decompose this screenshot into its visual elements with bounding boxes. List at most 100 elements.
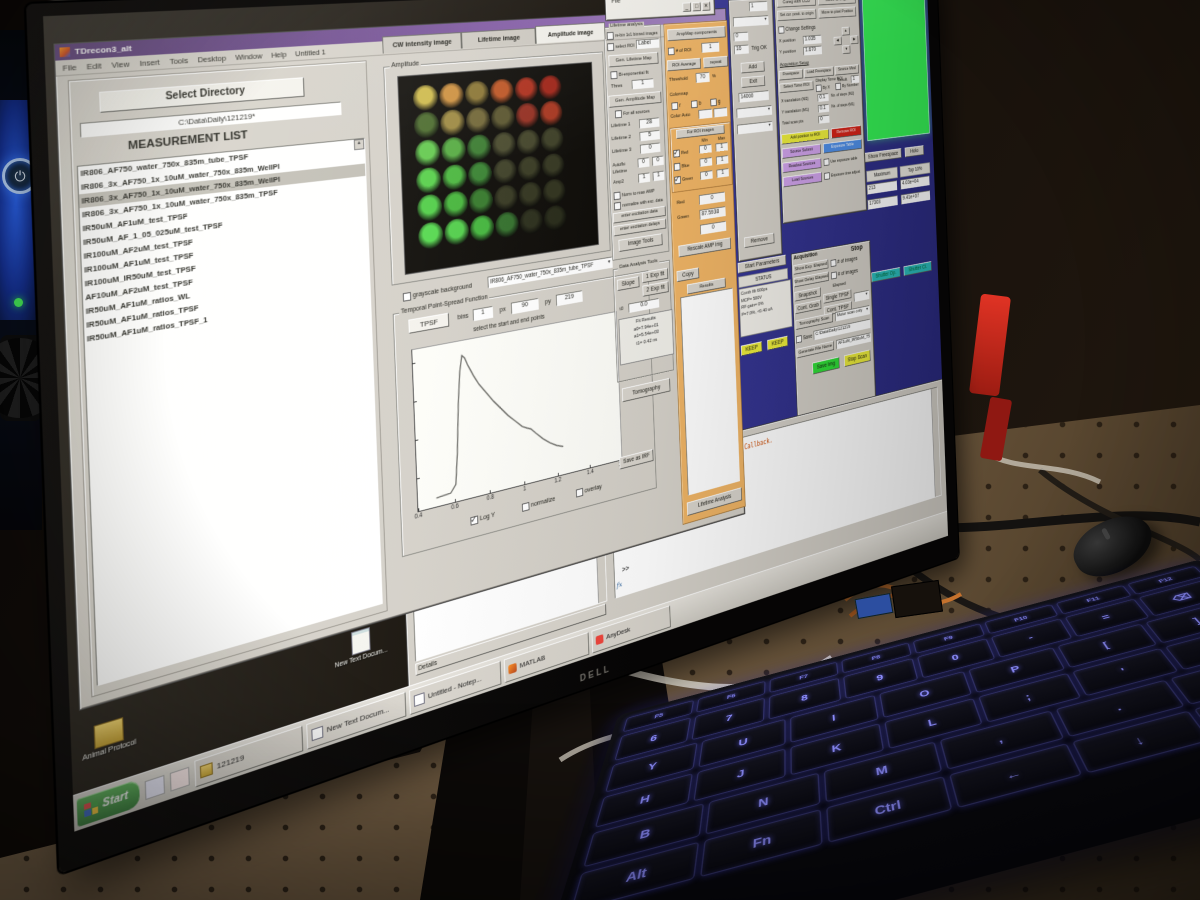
source-submit-button[interactable]: Source Submit [782,144,821,159]
start-button[interactable]: Start [77,779,140,827]
exposure-dropdown[interactable] [854,290,870,302]
y-translation-field[interactable]: 0.1 [818,104,829,113]
blue-max-field[interactable]: 1 [716,155,728,165]
menu-item-edit[interactable]: Edit [87,61,102,71]
menu-item-tools[interactable]: Tools [169,55,188,65]
source-dropdown-2[interactable] [736,105,772,118]
color-auto-field-2[interactable] [713,107,727,117]
green-min-field[interactable]: 0 [700,170,713,180]
shutter-open-button[interactable]: Shutter Op. [871,267,900,282]
thres-field[interactable]: 1 [632,78,654,89]
keep-button-2[interactable]: KEEP [767,336,788,351]
select-tomo-roi-button[interactable]: Select Tomo ROI [779,81,813,94]
colormap-b-checkbox[interactable]: b [691,100,701,108]
blue-checkbox[interactable]: Blue [674,162,690,171]
slope-button[interactable]: Slope [617,276,640,291]
threshold-field[interactable]: 70 [696,72,710,83]
remove-button[interactable]: Remove [744,233,774,248]
source-top-field[interactable]: 1 [749,1,768,12]
jog-down-button[interactable]: ▼ [842,45,850,54]
minimize-icon[interactable]: _ [682,2,691,12]
command-prompt[interactable]: >> [622,564,629,574]
exp2-fit-button[interactable]: 2 Exp fit [642,281,668,297]
add-position-roi-button[interactable]: Add position to ROI [781,129,829,145]
close-icon[interactable]: ✕ [702,1,711,10]
image-tools-button[interactable]: Image Tools [618,233,662,252]
menu-item-help[interactable]: Help [271,49,287,59]
roi-label-field[interactable]: Label [636,38,659,49]
y-position-field[interactable]: 1.670 [803,46,822,56]
stop-label[interactable]: Stop [851,244,863,254]
move-origin-button[interactable]: Move to origin [818,0,856,5]
for-all-sources-checkbox[interactable]: For all sources [615,107,650,118]
jog-left-button[interactable]: ◀ [834,36,842,45]
save-irf-button[interactable]: Save as IRF [619,449,653,470]
gen-amplitude-button[interactable]: Gen. Amplitude Map [608,91,661,108]
source-dropdown[interactable] [733,15,769,27]
by-x-checkbox[interactable]: By X [816,84,830,92]
tpsf-button[interactable]: TPSF [408,313,449,334]
red-max-field[interactable]: 1 [715,142,727,152]
change-settings-checkbox[interactable]: Change Settings [778,24,815,33]
green2-field[interactable]: 87.5938 [699,206,725,220]
jog-up-button[interactable]: ▲ [842,27,850,36]
scroll-up-icon[interactable]: ▲ [354,139,365,151]
quicklaunch-icon-2[interactable] [170,766,190,791]
show-delay-elapsed-button[interactable]: Show Delay Elapsed [794,271,829,287]
taskbar-item-folder[interactable]: 121219 [194,725,303,787]
jog-right-button[interactable]: ▶ [850,35,858,44]
keep-button-1[interactable]: KEEP [741,341,762,356]
maximize-icon[interactable]: □ [692,2,701,11]
colormap-g-checkbox[interactable]: g [710,98,720,106]
lifetime3-field[interactable]: 0 [640,142,661,154]
freespace-button[interactable]: Freespace [779,69,803,81]
show-freespace-button[interactable]: Show Freespace [864,148,901,163]
x-position-field[interactable]: 1.035 [803,35,822,45]
coreg-ccd-button[interactable]: Coreg with CCD [777,0,816,8]
quicklaunch-icon-1[interactable] [144,774,164,799]
menu-item-untitled-1[interactable]: Untitled 1 [295,47,326,58]
source-v1-field[interactable]: 0 [733,32,748,42]
red2-field[interactable]: 0 [699,192,725,206]
mini-file-menu[interactable]: File [611,0,620,5]
source-v2-field[interactable]: 16 [734,45,749,55]
select-roi-checkbox[interactable]: select ROI [607,42,634,52]
ampmap-components-button[interactable]: AmpMap components [667,26,725,41]
move-pixel-button[interactable]: Move to pixel Position [818,6,856,18]
readout-sources-button[interactable]: Readout Sources [782,158,821,173]
x-translation-field[interactable]: 0.1 [817,93,828,102]
delay-images-checkbox[interactable]: # of images [831,267,858,279]
autoflu-field-2[interactable]: 0 [652,156,664,167]
menu-item-file[interactable]: File [62,62,76,72]
command-scrollbar[interactable] [931,388,941,497]
biexp-checkbox[interactable]: Bi-exponential fit [610,69,648,80]
add-button[interactable]: Add [741,61,765,73]
source-mod-button[interactable]: Source Mod [835,64,859,75]
use-exposure-checkbox[interactable]: Use exposure table [824,155,858,166]
bins-field[interactable]: 1 [473,306,494,321]
num-roi-field[interactable]: 1 [701,42,719,53]
menu-item-desktop[interactable]: Desktop [197,53,226,64]
rescale-amp-button[interactable]: Rescale AMP img [678,237,731,257]
source-dropdown-3[interactable] [737,121,773,135]
save-checkbox[interactable]: Save [796,333,812,344]
menu-item-window[interactable]: Window [235,51,262,62]
repeat-button[interactable]: repeat [703,56,728,69]
stop-scan-button[interactable]: Stop Scan [844,349,871,367]
remove-roi-button[interactable]: Remove ROI [831,125,861,139]
green-max-field[interactable]: 1 [716,168,728,178]
measurement-list[interactable]: ▲ IR806_AF750_water_750x_835m_tube_TPSF I… [77,138,383,687]
generate-filename-button[interactable]: Generate File Name [797,341,835,359]
log-y-checkbox[interactable]: Log Y [470,511,495,526]
load-freespace-button[interactable]: Load Freespace [804,66,834,78]
colormap-r-checkbox[interactable]: r [671,102,681,110]
green-checkbox[interactable]: Green [674,174,693,184]
exit-button[interactable]: Exit [741,75,765,88]
set-origin-button[interactable]: Set cur. posit. to origin [777,9,816,21]
t0-field[interactable]: 0.0 [628,298,659,313]
amp2-field-2[interactable]: 1 [653,171,665,182]
results-listbox[interactable] [680,288,740,496]
count-field[interactable]: 14000 [738,90,768,103]
amp2-field-1[interactable]: 1 [638,172,650,183]
cont-grab-button[interactable]: Cont. Grab [795,299,822,314]
